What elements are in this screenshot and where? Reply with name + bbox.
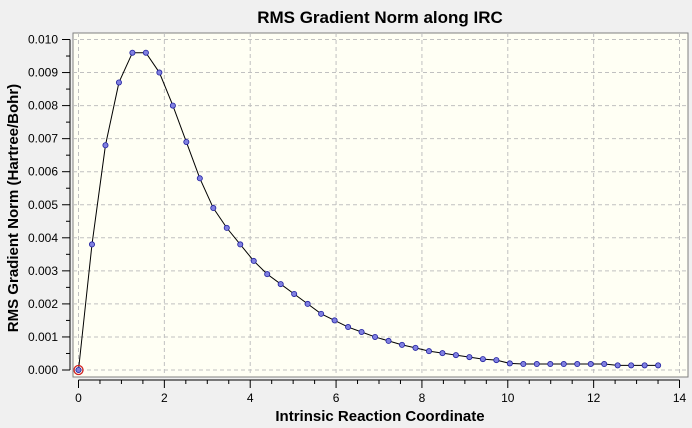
grid — [73, 33, 688, 377]
data-point — [641, 362, 648, 369]
data-point — [318, 310, 325, 317]
y-tick-label: 0.003 — [28, 264, 58, 278]
data-point — [533, 361, 540, 368]
y-axis-label: RMS Gradient Norm (Hartree/Bohr) — [5, 84, 22, 332]
y-tick-label: 0.009 — [28, 66, 58, 80]
data-point — [506, 360, 513, 367]
data-point — [223, 224, 230, 231]
y-tick-label: 0.006 — [28, 165, 58, 179]
data-point — [412, 344, 419, 351]
data-point — [129, 49, 136, 56]
data-point — [304, 300, 311, 307]
data-point — [385, 337, 392, 344]
data-point — [75, 366, 82, 373]
data-point — [425, 348, 432, 355]
data-point — [520, 361, 527, 368]
x-tick-label: 8 — [419, 391, 426, 405]
data-point — [547, 361, 554, 368]
data-point — [655, 362, 662, 369]
data-point — [628, 362, 635, 369]
y-tick-label: 0.001 — [28, 330, 58, 344]
data-point — [493, 357, 500, 364]
data-point — [183, 138, 190, 145]
y-tick-label: 0.007 — [28, 132, 58, 146]
data-point — [466, 354, 473, 361]
data-point — [196, 175, 203, 182]
data-point — [237, 241, 244, 248]
data-point — [587, 361, 594, 368]
highlight-marker — [73, 364, 84, 376]
y-tick-label: 0.005 — [28, 198, 58, 212]
data-point — [210, 205, 217, 212]
x-tick-label: 2 — [161, 391, 168, 405]
data-point — [345, 324, 352, 331]
data-point — [115, 79, 122, 86]
data-point — [264, 271, 271, 278]
data-point — [250, 257, 257, 264]
y-tick-label: 0.000 — [28, 363, 58, 377]
data-point — [372, 333, 379, 340]
data-point — [358, 328, 365, 335]
data-point — [156, 69, 163, 76]
data-point — [614, 362, 621, 369]
data-point — [169, 102, 176, 109]
x-tick-label: 14 — [673, 391, 687, 405]
x-tick-label: 6 — [333, 391, 340, 405]
data-point — [331, 317, 338, 324]
data-point — [399, 341, 406, 348]
y-tick-label: 0.008 — [28, 99, 58, 113]
data-point — [439, 350, 446, 357]
y-tick-label: 0.002 — [28, 297, 58, 311]
x-tick-label: 12 — [587, 391, 601, 405]
chart-title: RMS Gradient Norm along IRC — [257, 8, 503, 27]
data-point — [102, 142, 109, 149]
data-point — [291, 290, 298, 297]
x-tick-label: 0 — [75, 391, 82, 405]
data-point — [479, 356, 486, 363]
data-point — [452, 352, 459, 359]
data-point — [142, 49, 149, 56]
x-axis-label: Intrinsic Reaction Coordinate — [275, 408, 484, 425]
data-point — [277, 281, 284, 288]
x-tick-label: 4 — [247, 391, 254, 405]
data-point — [88, 241, 95, 248]
data-point — [560, 361, 567, 368]
series — [73, 49, 662, 376]
data-point — [574, 361, 581, 368]
data-point — [601, 361, 608, 368]
y-tick-label: 0.004 — [28, 231, 58, 245]
x-tick-label: 10 — [501, 391, 515, 405]
y-tick-label: 0.010 — [28, 33, 58, 47]
axes: 0.000 0.001 0.002 0.003 0.004 0.005 0.006 0.007… — [28, 33, 687, 406]
